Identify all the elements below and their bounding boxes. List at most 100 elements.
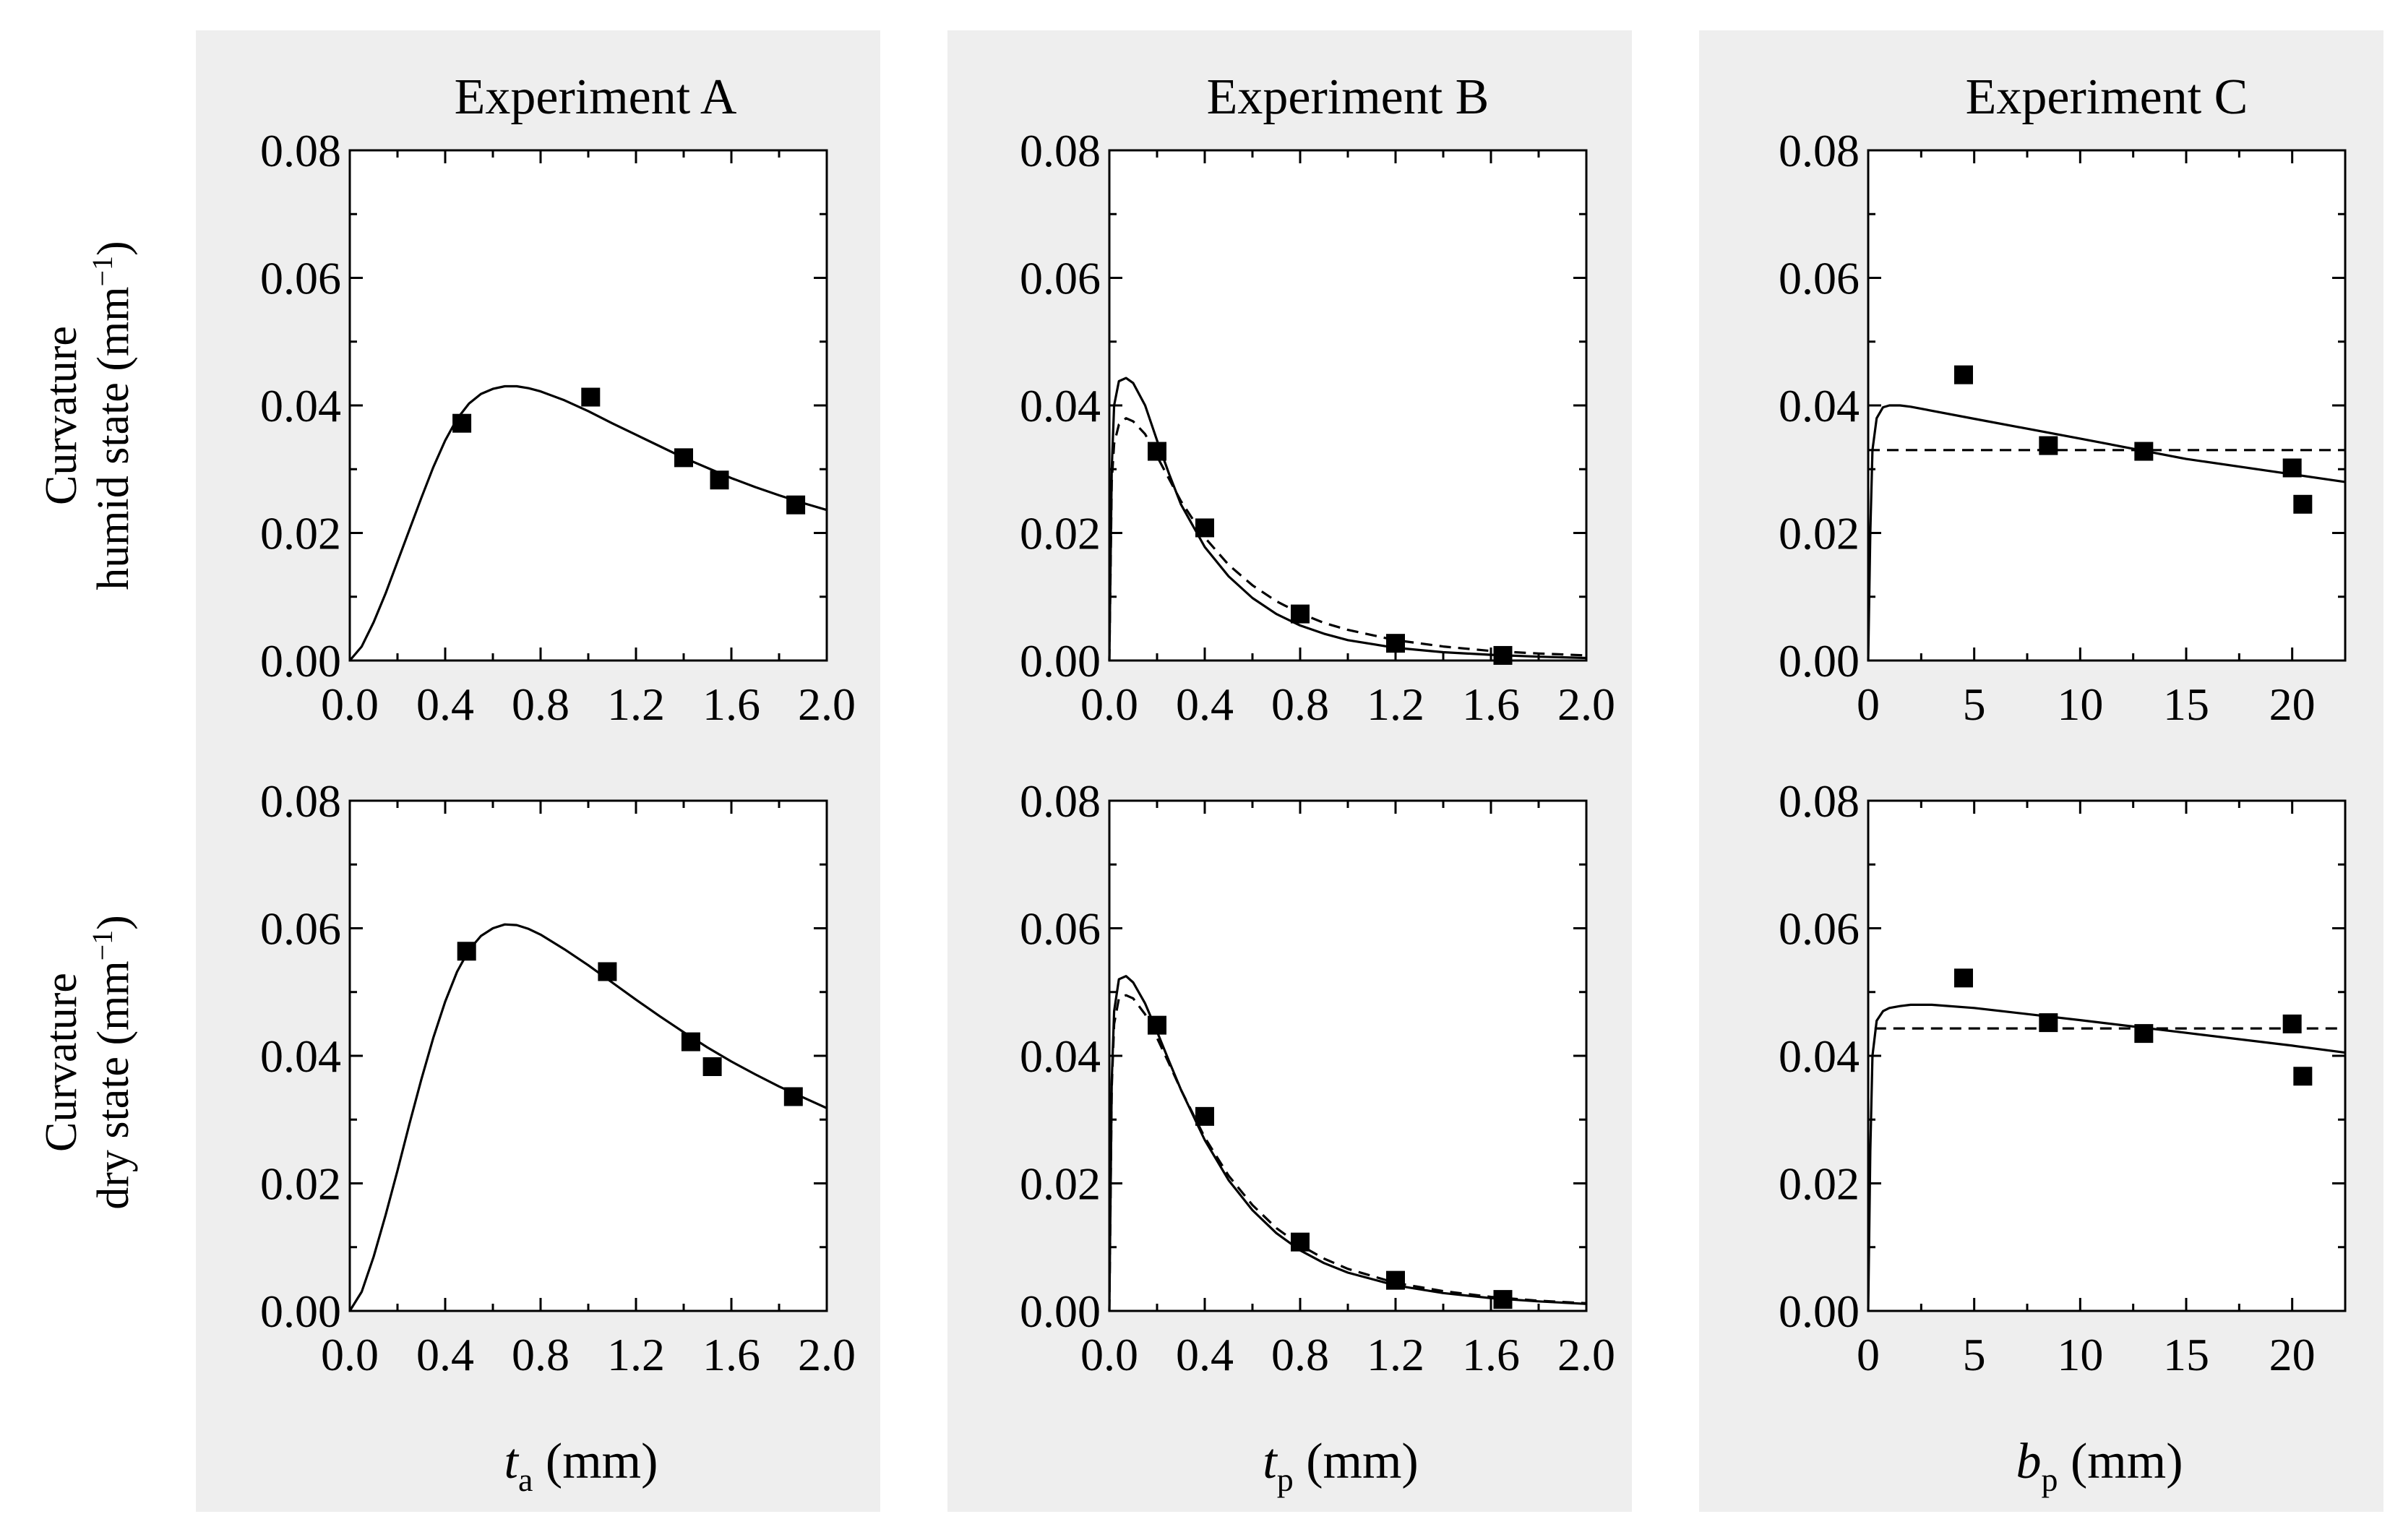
x-axis-label-symbol: b <box>2016 1434 2041 1489</box>
x-tick-label: 1.6 <box>1462 1329 1520 1380</box>
y-tick-label: 0.04 <box>1779 1031 1860 1082</box>
x-axis-label-unit: (mm) <box>2058 1434 2183 1489</box>
y-tick-label: 0.00 <box>260 635 341 687</box>
x-tick-label: 15 <box>2163 1329 2209 1380</box>
data-point <box>1148 442 1166 461</box>
y-tick-label: 0.00 <box>1020 1286 1101 1337</box>
data-point <box>783 1087 803 1106</box>
series-line-model-solid <box>1867 1003 2346 1312</box>
y-tick-label: 0.00 <box>260 1286 341 1337</box>
chart-title: Experiment C <box>1966 69 2248 125</box>
data-point <box>710 470 729 490</box>
x-tick-label: 0.8 <box>1271 679 1329 730</box>
x-tick-label: 20 <box>2269 1329 2316 1380</box>
data-point <box>1291 1232 1310 1252</box>
data-point <box>1195 518 1214 538</box>
data-point <box>1386 1270 1405 1290</box>
y-tick-label: 0.04 <box>1779 380 1860 431</box>
x-tick-label: 0.4 <box>1176 1329 1234 1380</box>
y-tick-label: 0.02 <box>1020 508 1101 559</box>
x-axis-label: ta (mm) <box>504 1434 658 1498</box>
data-point <box>598 962 617 981</box>
chart-title: Experiment B <box>1207 69 1489 125</box>
x-tick-label: 0 <box>1857 1329 1880 1380</box>
chart-B-dry: 0.00 0.02 0.04 0.06 0.08 0.0 0.4 0.8 1.2 1.6 2.0 tp… <box>1020 775 1615 1498</box>
x-tick-label: 2.0 <box>798 679 856 730</box>
x-tick-label: 2.0 <box>798 1329 856 1380</box>
x-tick-label: 10 <box>2057 1329 2103 1380</box>
data-point <box>674 448 693 468</box>
x-tick-label: 0.0 <box>1080 679 1138 730</box>
data-point <box>1493 1290 1513 1309</box>
row-label-top: Curvature humid state (mm−1) <box>37 241 138 590</box>
chart-A-humid: 0.00 0.02 0.04 0.06 0.08 0.0 0.4 0.8 1.2 1.6 2.0 Ex… <box>260 69 856 730</box>
y-tick-label: 0.02 <box>1020 1158 1101 1210</box>
y-tick-label: 0.02 <box>260 508 341 559</box>
x-tick-label: 5 <box>1963 679 1986 730</box>
data-point <box>452 413 472 433</box>
x-axis-label-subscript: a <box>518 1461 533 1498</box>
data-point <box>2134 1024 2154 1044</box>
data-point <box>457 942 476 961</box>
x-tick-label: 1.2 <box>607 1329 665 1380</box>
y-tick-label: 0.08 <box>1020 125 1101 176</box>
x-tick-label: 0.8 <box>512 679 569 730</box>
series-line-model-solid <box>1108 975 1587 1312</box>
data-point <box>2282 1014 2302 1033</box>
x-axis-label: bp (mm) <box>2016 1434 2183 1498</box>
y-tick-label: 0.02 <box>1779 508 1860 559</box>
y-tick-label: 0.08 <box>1020 775 1101 827</box>
chart-title: Experiment A <box>455 69 737 125</box>
y-tick-label: 0.00 <box>1020 635 1101 687</box>
series-line-model <box>348 923 827 1312</box>
plot-area <box>1868 150 2345 661</box>
row-label-top-line2: humid state (mm−1) <box>86 241 139 590</box>
chart-A-dry: 0.00 0.02 0.04 0.06 0.08 0.0 0.4 0.8 1.2 1.6 2.0 ta… <box>260 775 856 1498</box>
x-axis-label: tp (mm) <box>1263 1434 1418 1498</box>
y-tick-label: 0.08 <box>1779 775 1860 827</box>
row-label-bottom-close: ) <box>89 915 138 930</box>
data-point <box>1954 365 1973 384</box>
y-tick-label: 0.08 <box>260 775 341 827</box>
data-point <box>2039 436 2058 455</box>
plot-area <box>1109 150 1586 661</box>
plot-frame <box>348 149 828 662</box>
y-tick-label: 0.00 <box>1779 1286 1860 1337</box>
data-point <box>1291 604 1310 624</box>
x-tick-label: 0.8 <box>1271 1329 1329 1380</box>
y-tick-label: 0.04 <box>1020 380 1101 431</box>
x-tick-label: 20 <box>2269 679 2316 730</box>
data-point <box>2134 442 2154 461</box>
x-axis-label-unit: (mm) <box>533 1434 658 1489</box>
x-axis-label-symbol: t <box>1263 1434 1278 1489</box>
y-tick-label: 0.06 <box>1020 253 1101 304</box>
x-tick-label: 0.0 <box>1080 1329 1138 1380</box>
row-label-bottom-text: dry state (mm <box>89 960 138 1209</box>
plot-frame <box>348 799 828 1312</box>
row-label-bottom-exponent: −1 <box>86 930 119 961</box>
x-tick-label: 1.6 <box>1462 679 1520 730</box>
x-tick-label: 2.0 <box>1557 1329 1615 1380</box>
data-point <box>1148 1015 1166 1035</box>
plot-frame <box>1867 149 2347 662</box>
x-tick-label: 0.0 <box>321 1329 379 1380</box>
y-tick-label: 0.06 <box>1020 903 1101 955</box>
x-tick-label: 0.8 <box>512 1329 569 1380</box>
plot-area <box>1109 801 1586 1311</box>
data-point <box>786 495 806 515</box>
x-tick-label: 1.6 <box>702 679 760 730</box>
y-tick-label: 0.08 <box>1779 125 1860 176</box>
x-tick-label: 0.0 <box>321 679 379 730</box>
data-point <box>681 1032 700 1051</box>
y-tick-label: 0.04 <box>260 380 341 431</box>
data-point <box>1386 634 1405 653</box>
data-point <box>2282 458 2302 478</box>
series-line-model-solid <box>1108 377 1587 661</box>
x-tick-label: 0 <box>1857 679 1880 730</box>
x-tick-label: 10 <box>2057 679 2103 730</box>
x-tick-label: 1.2 <box>1367 679 1424 730</box>
chart-C-humid: 0.00 0.02 0.04 0.06 0.08 0 5 10 15 20 Experiment C <box>1779 69 2347 730</box>
row-label-top-close: ) <box>89 241 138 256</box>
x-tick-label: 1.2 <box>1367 1329 1424 1380</box>
